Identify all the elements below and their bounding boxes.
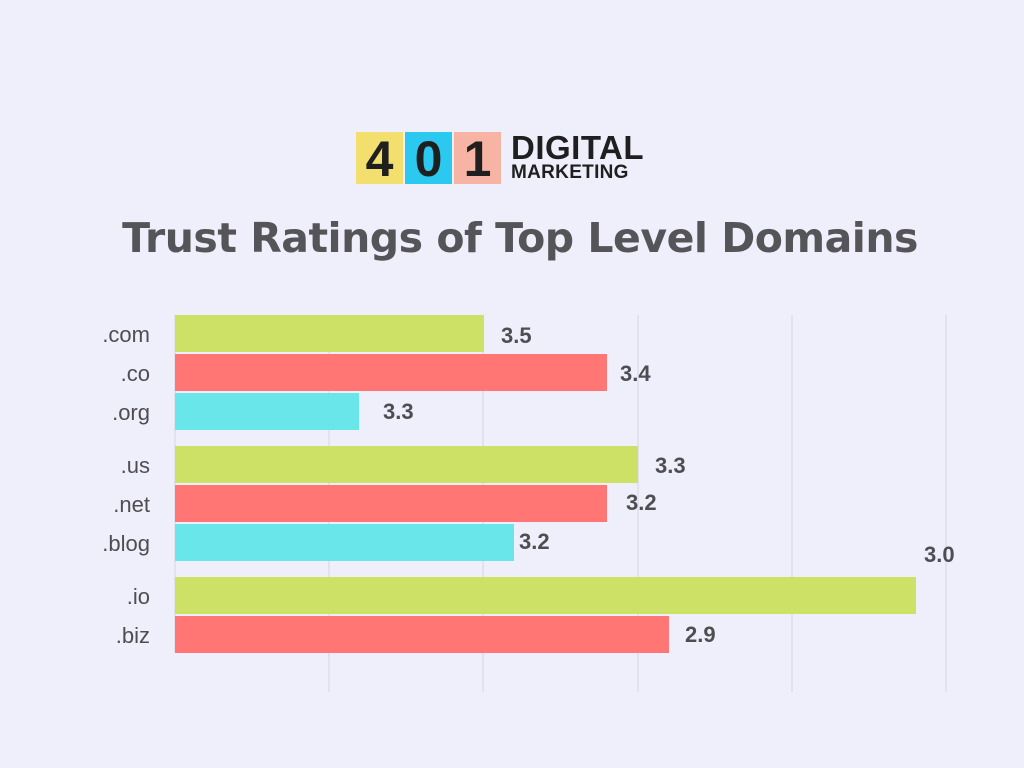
bar [175, 577, 916, 614]
logo-line-marketing: MARKETING [511, 162, 629, 183]
value-label: 3.0 [924, 542, 955, 567]
category-label: .net [113, 492, 150, 517]
logo-digit-1: 1 [454, 132, 501, 184]
logo-wordmark: DIGITAL MARKETING [511, 129, 645, 184]
bar [175, 524, 514, 561]
value-label: 3.3 [655, 453, 686, 478]
chart-title: Trust Ratings of Top Level Domains [122, 214, 918, 262]
value-label: 3.3 [383, 399, 414, 424]
bar [175, 446, 638, 483]
category-label: .blog [102, 531, 150, 556]
value-label: 3.5 [501, 323, 532, 348]
logo-line-digital: DIGITAL [511, 129, 645, 166]
category-label: .co [121, 361, 150, 386]
category-label: .biz [116, 623, 150, 648]
category-label: .com [102, 322, 150, 347]
value-label: 3.4 [620, 361, 651, 386]
bar [175, 616, 669, 653]
value-label: 2.9 [685, 622, 716, 647]
bar [175, 393, 359, 430]
bar [175, 485, 607, 522]
category-label: .us [121, 453, 150, 478]
value-label: 3.2 [519, 529, 550, 554]
logo-digit-0: 0 [405, 132, 452, 184]
brand-logo: 4 0 1 DIGITAL MARKETING [356, 129, 645, 184]
value-label: 3.2 [626, 490, 657, 515]
logo-digit-4: 4 [356, 132, 403, 184]
category-label: .io [127, 584, 150, 609]
bar [175, 354, 607, 391]
category-label: .org [112, 400, 150, 425]
bar [175, 315, 484, 352]
